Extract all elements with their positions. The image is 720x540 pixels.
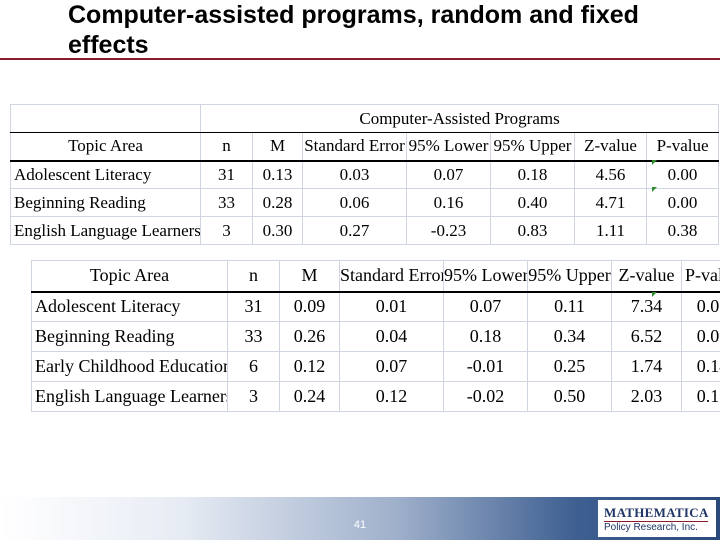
cell-95-upper: 0.18 [490,160,575,189]
table-caption: Computer-Assisted Programs [199,104,720,133]
cell-p-value: 0.14 [681,351,720,382]
cell-m: 0.13 [252,160,303,189]
cell-n: 31 [227,291,280,322]
cell-z-value: 2.03 [611,381,682,412]
header-standard-error: Standard Error [302,132,407,162]
header-n: n [227,260,280,293]
cell-p-value: 0.00 [681,291,720,322]
header-p-value: P-value [645,132,720,162]
cell-z-value: 1.11 [574,216,647,245]
header-standard-error: Standard Error [339,260,444,293]
cell-standard-error: 0.01 [339,291,444,322]
cell-n: 33 [200,188,253,217]
cell-m: 0.24 [279,381,340,412]
cell-95-upper: 0.34 [527,321,612,352]
header-topic-area: Topic Area [31,260,228,293]
header-95-lower: 95% Lower [406,132,491,162]
cell-95-lower: -0.02 [443,381,528,412]
cell-m: 0.30 [252,216,303,245]
cell-z-value: 4.56 [574,160,647,189]
header-n: n [200,132,253,162]
cell-95-lower: 0.07 [406,160,491,189]
cell-topic: English Language Learners [10,216,201,245]
header-m: M [252,132,303,162]
cell-standard-error: 0.06 [302,188,407,217]
cell-p-value: 0.00 [645,188,720,217]
logo-name: MATHEMATICA [604,505,709,520]
cell-p-value: 0.38 [645,216,720,245]
cell-standard-error: 0.12 [339,381,444,412]
cell-n: 3 [227,381,280,412]
fixed-effects-table: Topic Area n M Standard Error 95% Lower … [31,260,720,412]
cell-95-lower: 0.18 [443,321,528,352]
header-m: M [279,260,340,293]
cell-topic: Early Childhood Education [31,351,228,382]
cell-95-lower: -0.23 [406,216,491,245]
header-z-value: Z-value [574,132,647,162]
table-row: Beginning Reading 33 0.28 0.06 0.16 0.40… [10,188,720,217]
cell-standard-error: 0.03 [302,160,407,189]
cell-95-lower: 0.16 [406,188,491,217]
header-95-lower: 95% Lower [443,260,528,293]
cell-z-value: 1.74 [611,351,682,382]
cell-topic: Adolescent Literacy [31,291,228,322]
cell-n: 3 [200,216,253,245]
logo-tagline: Policy Research, Inc. [604,522,698,533]
cell-95-lower: 0.07 [443,291,528,322]
cell-p-value: 0.00 [645,160,720,189]
cell-p-value: 0.00 [681,321,720,352]
slide-title: Computer-assisted programs, random and f… [68,1,639,59]
cell-95-upper: 0.83 [490,216,575,245]
table-row: Beginning Reading 33 0.26 0.04 0.18 0.34… [31,321,720,352]
cell-marker-icon [652,292,657,297]
cell-95-upper: 0.50 [527,381,612,412]
cell-topic: English Language Learners [31,381,228,412]
cell-standard-error: 0.27 [302,216,407,245]
cell-m: 0.26 [279,321,340,352]
cell-m: 0.12 [279,351,340,382]
header-95-upper: 95% Upper [490,132,575,162]
page-number: 41 [353,519,367,531]
mathematica-logo: MATHEMATICA Policy Research, Inc. [598,500,716,537]
table-header-row: Topic Area n M Standard Error 95% Lower … [10,132,720,162]
cell-standard-error: 0.07 [339,351,444,382]
cell-marker-icon [652,160,657,165]
cell-n: 6 [227,351,280,382]
cell-m: 0.28 [252,188,303,217]
logo-divider [604,521,708,522]
table-caption-spacer [10,104,201,133]
cell-standard-error: 0.04 [339,321,444,352]
header-z-value: Z-value [611,260,682,293]
cell-z-value: 6.52 [611,321,682,352]
cell-95-upper: 0.40 [490,188,575,217]
cell-95-upper: 0.11 [527,291,612,322]
table-header-row: Topic Area n M Standard Error 95% Lower … [31,260,720,293]
table-row: English Language Learners 3 0.24 0.12 -0… [31,381,720,412]
table-row: English Language Learners 3 0.30 0.27 -0… [10,216,720,245]
cell-m: 0.09 [279,291,340,322]
cell-topic: Beginning Reading [10,188,201,217]
cell-95-upper: 0.25 [527,351,612,382]
title-divider [0,58,720,60]
cell-z-value: 7.34 [611,291,682,322]
table-caption-row: Computer-Assisted Programs [10,104,720,133]
header-95-upper: 95% Upper [527,260,612,293]
table-row: Early Childhood Education 6 0.12 0.07 -0… [31,351,720,382]
cell-n: 31 [200,160,253,189]
header-p-value: P-value [681,260,720,293]
table-row: Adolescent Literacy 31 0.13 0.03 0.07 0.… [10,160,720,189]
cell-marker-icon [652,187,657,192]
cell-topic: Beginning Reading [31,321,228,352]
cell-n: 33 [227,321,280,352]
cell-p-value: 0.18 [681,381,720,412]
header-topic-area: Topic Area [10,132,201,162]
cell-95-lower: -0.01 [443,351,528,382]
table-row: Adolescent Literacy 31 0.09 0.01 0.07 0.… [31,291,720,322]
computer-assisted-table: Computer-Assisted Programs Topic Area n … [10,104,720,245]
cell-topic: Adolescent Literacy [10,160,201,189]
cell-z-value: 4.71 [574,188,647,217]
